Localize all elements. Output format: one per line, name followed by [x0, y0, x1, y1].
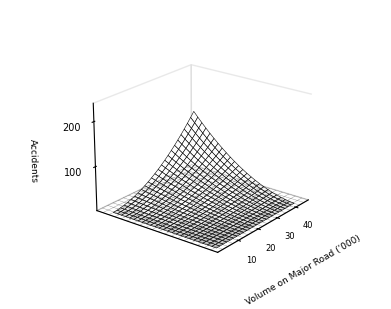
- X-axis label: Volume on Major Road ('000): Volume on Major Road ('000): [244, 233, 362, 307]
